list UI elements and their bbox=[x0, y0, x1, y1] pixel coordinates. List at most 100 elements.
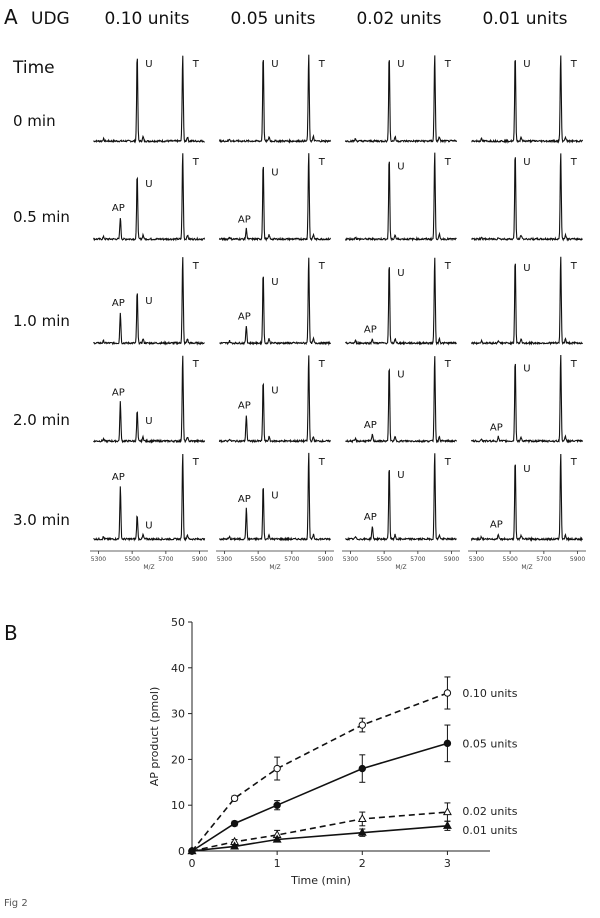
mz-axis-label: M/Z bbox=[521, 564, 532, 571]
ap-product-line-chart: 0 10 20 30 40 50 0 1 2 3 Time (min) AP product (pmo… bbox=[148, 616, 518, 887]
mz-axis-label: M/Z bbox=[269, 564, 280, 571]
column-header-0: 0.10 units bbox=[104, 9, 189, 29]
data-point-3 bbox=[272, 834, 282, 843]
data-point-3 bbox=[357, 827, 367, 836]
series-label-1: 0.05 units bbox=[462, 737, 517, 750]
peak-label-t: T bbox=[444, 457, 452, 468]
peak-label-u: U bbox=[271, 277, 278, 288]
data-point-2 bbox=[442, 807, 452, 816]
peak-label-ap: AP bbox=[112, 472, 125, 483]
row-label-4: 3.0 min bbox=[13, 511, 70, 529]
mz-axis-label: M/Z bbox=[395, 564, 406, 571]
peak-label-u: U bbox=[145, 296, 152, 307]
y-tick-label: 10 bbox=[171, 799, 185, 812]
peak-label-ap: AP bbox=[364, 325, 377, 336]
mz-tick-label: 5300 bbox=[217, 556, 232, 563]
spectrum-trace-c3-r4 bbox=[470, 453, 583, 542]
peak-label-t: T bbox=[192, 261, 200, 272]
peak-label-u: U bbox=[145, 416, 152, 427]
series-label-2: 0.02 units bbox=[462, 805, 517, 818]
panel-a-label: A bbox=[4, 5, 18, 29]
peak-label-t: T bbox=[444, 157, 452, 168]
series-label-3: 0.01 units bbox=[462, 824, 517, 837]
row-label-1: 0.5 min bbox=[13, 208, 70, 226]
mz-tick-label: 5500 bbox=[503, 556, 518, 563]
spectrum-trace-c2-r2 bbox=[345, 257, 457, 346]
peak-label-u: U bbox=[397, 161, 404, 172]
panel-b-label: B bbox=[4, 621, 18, 645]
peak-label-u: U bbox=[271, 59, 278, 70]
peak-label-t: T bbox=[570, 59, 578, 70]
peak-label-t: T bbox=[570, 359, 578, 370]
mz-tick-label: 5700 bbox=[410, 556, 425, 563]
spectrum-trace-c1-r0 bbox=[218, 54, 332, 144]
spectrum-trace-c2-r0 bbox=[344, 55, 458, 144]
series-line-3 bbox=[191, 825, 448, 852]
x-tick-label: 0 bbox=[189, 857, 196, 870]
y-tick-label: 40 bbox=[171, 662, 185, 675]
peak-label-t: T bbox=[318, 59, 326, 70]
data-point-3 bbox=[230, 841, 240, 850]
y-tick-label: 20 bbox=[171, 753, 185, 766]
mz-tick-label: 5700 bbox=[536, 556, 551, 563]
row-label-0: 0 min bbox=[13, 112, 56, 130]
peak-label-t: T bbox=[570, 457, 578, 468]
spectrum-trace-c0-r1 bbox=[93, 153, 206, 242]
data-point-3 bbox=[187, 845, 197, 855]
data-point-3 bbox=[442, 820, 452, 829]
peak-label-t: T bbox=[318, 157, 326, 168]
mz-tick-label: 5900 bbox=[192, 556, 207, 563]
peak-label-u: U bbox=[397, 370, 404, 381]
data-point-0 bbox=[273, 764, 281, 773]
peak-label-u: U bbox=[271, 490, 278, 501]
y-tick-label: 50 bbox=[171, 616, 185, 629]
peak-label-u: U bbox=[397, 470, 404, 481]
spectrum-trace-c2-r3 bbox=[345, 356, 458, 444]
data-point-1 bbox=[443, 739, 452, 748]
data-point-0 bbox=[358, 721, 366, 729]
column-header-3: 0.01 units bbox=[482, 9, 567, 29]
peak-label-t: T bbox=[318, 457, 326, 468]
mass-spectra-grid: 0.10 units 0.05 units 0.02 units 0.01 units… bbox=[13, 9, 586, 571]
peak-label-u: U bbox=[523, 363, 530, 374]
spectrum-trace-c2-r1 bbox=[344, 152, 457, 242]
peak-label-ap: AP bbox=[490, 520, 503, 531]
mz-tick-label: 5900 bbox=[318, 556, 333, 563]
y-tick-label: 0 bbox=[178, 845, 185, 858]
peak-label-t: T bbox=[318, 359, 326, 370]
peak-label-t: T bbox=[570, 261, 578, 272]
peak-label-ap: AP bbox=[364, 512, 377, 523]
spectrum-trace-c0-r3 bbox=[93, 355, 206, 444]
time-row-header: Time bbox=[12, 58, 55, 78]
peak-label-t: T bbox=[192, 157, 200, 168]
peak-label-u: U bbox=[523, 157, 530, 168]
spectrum-trace-c3-r1 bbox=[471, 153, 583, 242]
peak-label-t: T bbox=[444, 359, 452, 370]
series-line-2 bbox=[191, 811, 448, 852]
y-axis-title: AP product (pmol) bbox=[148, 687, 161, 787]
peak-label-t: T bbox=[318, 261, 326, 272]
mz-tick-label: 5500 bbox=[377, 556, 392, 563]
mz-tick-label: 5700 bbox=[158, 556, 173, 563]
series-line-1 bbox=[191, 742, 448, 852]
series-line-0 bbox=[191, 692, 448, 852]
peak-label-u: U bbox=[523, 263, 530, 274]
mz-tick-label: 5500 bbox=[125, 556, 140, 563]
row-label-3: 2.0 min bbox=[13, 411, 70, 429]
column-header-2: 0.02 units bbox=[356, 9, 441, 29]
peak-label-u: U bbox=[145, 59, 152, 70]
peak-label-ap: AP bbox=[112, 203, 125, 214]
figure-caption: Fig 2 bbox=[4, 898, 28, 909]
spectrum-trace-c2-r4 bbox=[345, 453, 457, 542]
data-point-2 bbox=[357, 813, 367, 823]
data-point-1 bbox=[273, 801, 281, 809]
mz-tick-label: 5500 bbox=[251, 556, 266, 563]
peak-label-ap: AP bbox=[364, 420, 377, 431]
spectrum-trace-c1-r1 bbox=[218, 153, 332, 242]
mz-tick-label: 5300 bbox=[343, 556, 358, 563]
spectrum-trace-c1-r4 bbox=[218, 452, 331, 542]
data-point-0 bbox=[443, 689, 452, 697]
spectrum-trace-c0-r4 bbox=[93, 453, 206, 542]
mz-tick-label: 5300 bbox=[91, 556, 106, 563]
